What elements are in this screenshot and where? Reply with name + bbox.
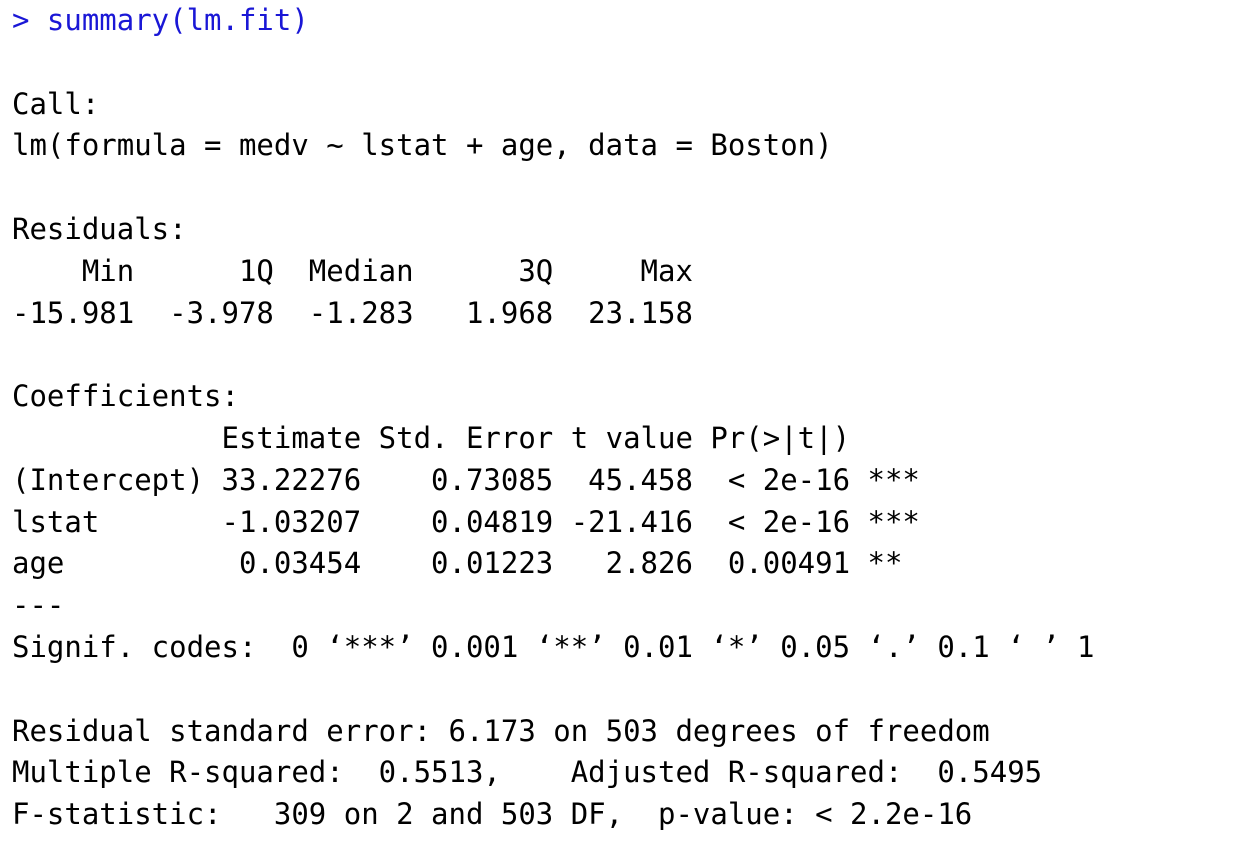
coefficients-header: Coefficients: (12, 379, 239, 414)
call-formula: lm(formula = medv ~ lstat + age, data = … (12, 128, 833, 163)
f-statistic: F-statistic: 309 on 2 and 503 DF, p-valu… (12, 797, 973, 832)
residual-standard-error: Residual standard error: 6.173 on 503 de… (12, 713, 990, 748)
call-header: Call: (12, 86, 100, 121)
r-console-output[interactable]: > summary(lm.fit) Call: lm(formula = med… (12, 0, 1095, 836)
coefficients-row-intercept: (Intercept) 33.22276 0.73085 45.458 < 2e… (12, 462, 920, 497)
residuals-header: Residuals: (12, 211, 187, 246)
blank-line (12, 334, 1095, 376)
blank-line (12, 42, 1095, 84)
separator-line: --- (12, 588, 65, 623)
coefficients-row-lstat: lstat -1.03207 0.04819 -21.416 < 2e-16 *… (12, 504, 920, 539)
signif-codes: Signif. codes: 0 ‘***’ 0.001 ‘**’ 0.01 ‘… (12, 629, 1095, 664)
command-line: > summary(lm.fit) (12, 3, 309, 37)
blank-line (12, 167, 1095, 209)
coefficients-row-age: age 0.03454 0.01223 2.826 0.00491 ** (12, 546, 920, 581)
residuals-values: -15.981 -3.978 -1.283 1.968 23.158 (12, 295, 711, 330)
r-squared: Multiple R-squared: 0.5513, Adjusted R-s… (12, 755, 1060, 790)
coefficients-table-header: Estimate Std. Error t value Pr(>|t|) (12, 420, 920, 455)
residuals-labels: Min 1Q Median 3Q Max (12, 253, 711, 288)
blank-line (12, 669, 1095, 711)
